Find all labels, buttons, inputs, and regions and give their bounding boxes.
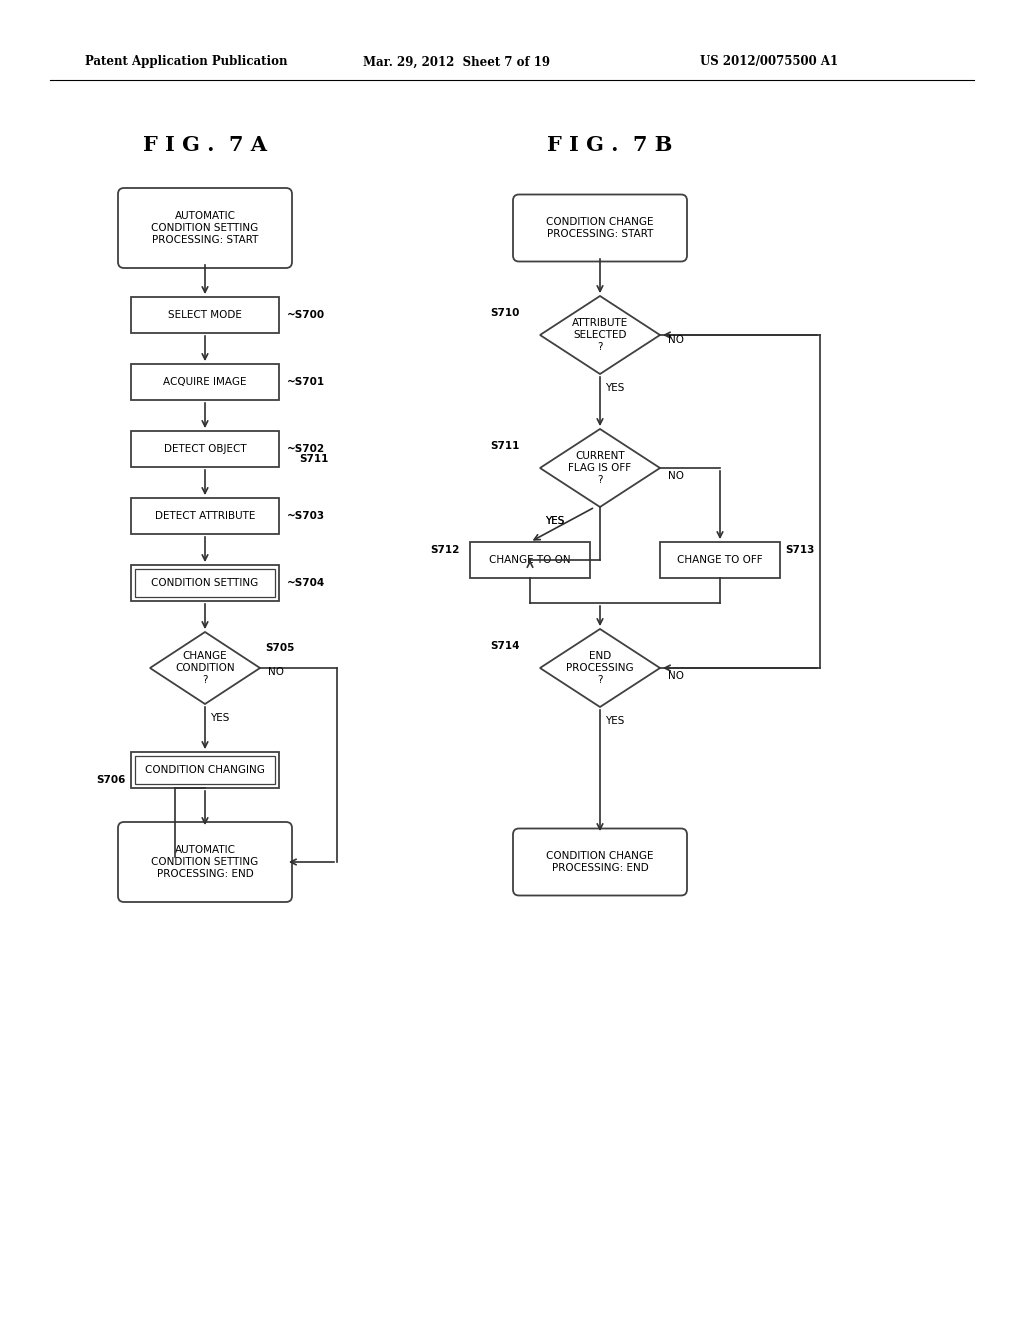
- Text: YES: YES: [605, 383, 625, 393]
- Polygon shape: [540, 296, 660, 374]
- Text: S713: S713: [785, 545, 814, 554]
- Text: END
PROCESSING
?: END PROCESSING ?: [566, 651, 634, 685]
- FancyBboxPatch shape: [513, 194, 687, 261]
- Text: S711: S711: [490, 441, 519, 451]
- Text: CURRENT
FLAG IS OFF
?: CURRENT FLAG IS OFF ?: [568, 451, 632, 484]
- Text: NO: NO: [668, 335, 684, 345]
- Text: ~S700: ~S700: [287, 310, 326, 319]
- Text: ~S702: ~S702: [287, 444, 326, 454]
- Text: CONDITION CHANGE
PROCESSING: START: CONDITION CHANGE PROCESSING: START: [546, 218, 653, 239]
- Text: CONDITION SETTING: CONDITION SETTING: [152, 578, 259, 587]
- Text: AUTOMATIC
CONDITION SETTING
PROCESSING: START: AUTOMATIC CONDITION SETTING PROCESSING: …: [152, 211, 259, 244]
- Text: S706: S706: [96, 775, 126, 785]
- FancyBboxPatch shape: [470, 543, 590, 578]
- FancyBboxPatch shape: [660, 543, 780, 578]
- Text: CONDITION CHANGE
PROCESSING: END: CONDITION CHANGE PROCESSING: END: [546, 851, 653, 873]
- FancyBboxPatch shape: [118, 822, 292, 902]
- Text: US 2012/0075500 A1: US 2012/0075500 A1: [700, 55, 838, 69]
- Text: SELECT MODE: SELECT MODE: [168, 310, 242, 319]
- Text: Mar. 29, 2012  Sheet 7 of 19: Mar. 29, 2012 Sheet 7 of 19: [362, 55, 550, 69]
- FancyBboxPatch shape: [131, 565, 279, 601]
- Text: NO: NO: [268, 667, 284, 677]
- FancyBboxPatch shape: [131, 432, 279, 467]
- Text: ~S704: ~S704: [287, 578, 326, 587]
- FancyBboxPatch shape: [118, 187, 292, 268]
- Text: DETECT ATTRIBUTE: DETECT ATTRIBUTE: [155, 511, 255, 521]
- Text: ATTRIBUTE
SELECTED
?: ATTRIBUTE SELECTED ?: [571, 318, 628, 351]
- Text: YES: YES: [545, 516, 564, 525]
- Text: YES: YES: [605, 715, 625, 726]
- FancyBboxPatch shape: [131, 297, 279, 333]
- Text: DETECT OBJECT: DETECT OBJECT: [164, 444, 247, 454]
- Text: NO: NO: [668, 671, 684, 681]
- Text: ~S703: ~S703: [287, 511, 326, 521]
- FancyBboxPatch shape: [131, 364, 279, 400]
- Text: CONDITION CHANGING: CONDITION CHANGING: [145, 766, 265, 775]
- Text: CHANGE
CONDITION
?: CHANGE CONDITION ?: [175, 651, 234, 685]
- Text: S710: S710: [490, 308, 519, 318]
- Polygon shape: [540, 429, 660, 507]
- FancyBboxPatch shape: [131, 752, 279, 788]
- Text: F I G .  7 A: F I G . 7 A: [143, 135, 267, 154]
- Text: S711: S711: [299, 454, 329, 465]
- Text: YES: YES: [210, 713, 229, 723]
- Polygon shape: [150, 632, 260, 704]
- Text: S712: S712: [430, 545, 460, 554]
- FancyBboxPatch shape: [513, 829, 687, 895]
- Text: S714: S714: [490, 642, 519, 651]
- Text: YES: YES: [545, 516, 564, 525]
- FancyBboxPatch shape: [131, 498, 279, 535]
- Text: CHANGE TO OFF: CHANGE TO OFF: [677, 554, 763, 565]
- Text: NO: NO: [668, 471, 684, 480]
- Polygon shape: [540, 630, 660, 708]
- Text: F I G .  7 B: F I G . 7 B: [547, 135, 673, 154]
- Text: AUTOMATIC
CONDITION SETTING
PROCESSING: END: AUTOMATIC CONDITION SETTING PROCESSING: …: [152, 845, 259, 879]
- Text: S705: S705: [265, 643, 294, 653]
- Text: ACQUIRE IMAGE: ACQUIRE IMAGE: [163, 378, 247, 387]
- Text: CHANGE TO ON: CHANGE TO ON: [489, 554, 570, 565]
- Text: Patent Application Publication: Patent Application Publication: [85, 55, 288, 69]
- Text: ~S701: ~S701: [287, 378, 326, 387]
